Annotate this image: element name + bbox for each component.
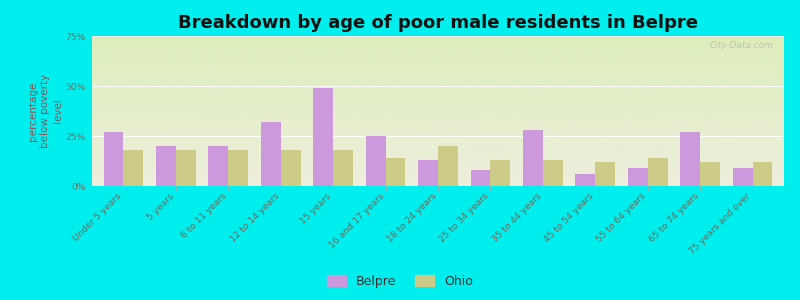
Bar [700, 162, 720, 186]
Bar [523, 130, 543, 186]
Bar [470, 170, 490, 186]
Bar [366, 136, 386, 186]
Text: City-Data.com: City-Data.com [710, 40, 774, 50]
Bar [628, 168, 648, 186]
Bar [261, 122, 281, 186]
Bar [314, 88, 333, 186]
Bar [680, 132, 700, 186]
Bar [386, 158, 406, 186]
Bar [228, 150, 248, 186]
Bar [103, 132, 123, 186]
Y-axis label: percentage
below poverty
level: percentage below poverty level [28, 74, 63, 148]
Bar [281, 150, 301, 186]
Bar [595, 162, 615, 186]
Bar [176, 150, 196, 186]
Bar [733, 168, 753, 186]
Bar [156, 146, 176, 186]
Bar [208, 146, 228, 186]
Title: Breakdown by age of poor male residents in Belpre: Breakdown by age of poor male residents … [178, 14, 698, 32]
Bar [575, 174, 595, 186]
Bar [490, 160, 510, 186]
Bar [543, 160, 562, 186]
Bar [438, 146, 458, 186]
Bar [648, 158, 668, 186]
Bar [333, 150, 353, 186]
Bar [753, 162, 773, 186]
Bar [418, 160, 438, 186]
Bar [123, 150, 143, 186]
Legend: Belpre, Ohio: Belpre, Ohio [327, 275, 473, 288]
